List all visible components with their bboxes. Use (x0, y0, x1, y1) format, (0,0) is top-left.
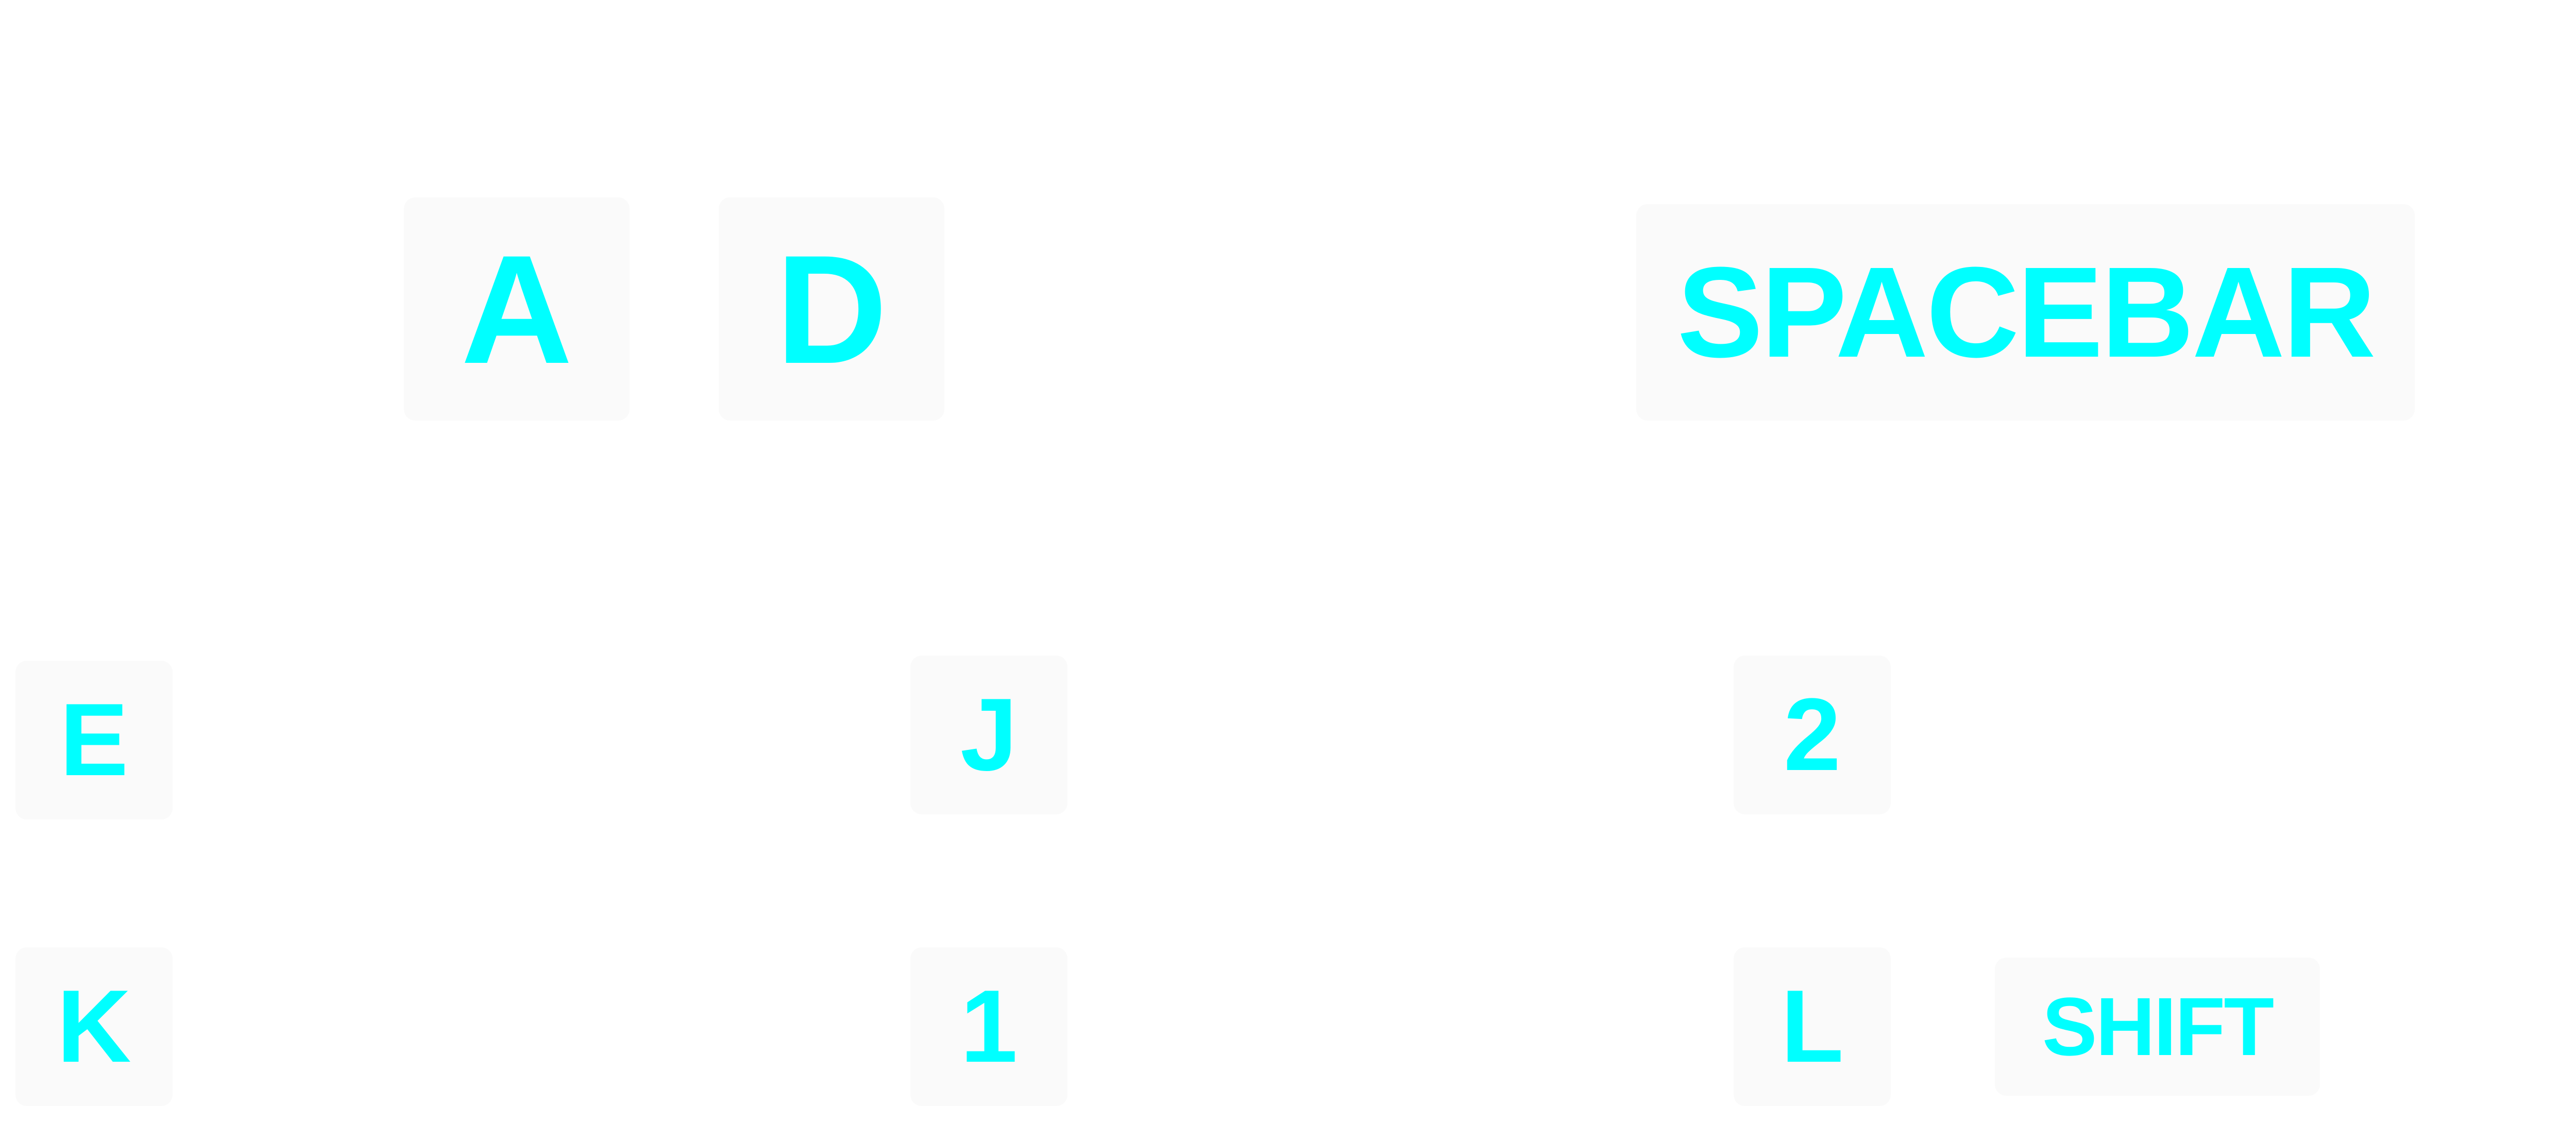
key-1-label: 1 (960, 969, 1018, 1084)
key-d[interactable]: D (719, 197, 944, 421)
key-2[interactable]: 2 (1734, 656, 1891, 814)
key-a-label: A (461, 222, 573, 396)
key-e[interactable]: E (15, 661, 173, 819)
key-k[interactable]: K (15, 947, 173, 1106)
key-j[interactable]: J (910, 656, 1067, 814)
key-e-label: E (59, 682, 129, 797)
key-spacebar-label: SPACEBAR (1677, 240, 2376, 384)
key-k-label: K (57, 969, 131, 1084)
key-l-label: L (1781, 969, 1844, 1084)
key-spacebar[interactable]: SPACEBAR (1636, 204, 2415, 421)
key-shift-label: SHIFT (2042, 980, 2274, 1073)
key-2-label: 2 (1783, 677, 1841, 792)
key-a[interactable]: A (404, 197, 630, 421)
key-j-label: J (960, 677, 1018, 792)
key-d-label: D (775, 222, 888, 396)
key-shift[interactable]: SHIFT (1995, 958, 2320, 1096)
key-1[interactable]: 1 (910, 947, 1067, 1106)
key-l[interactable]: L (1734, 947, 1891, 1106)
